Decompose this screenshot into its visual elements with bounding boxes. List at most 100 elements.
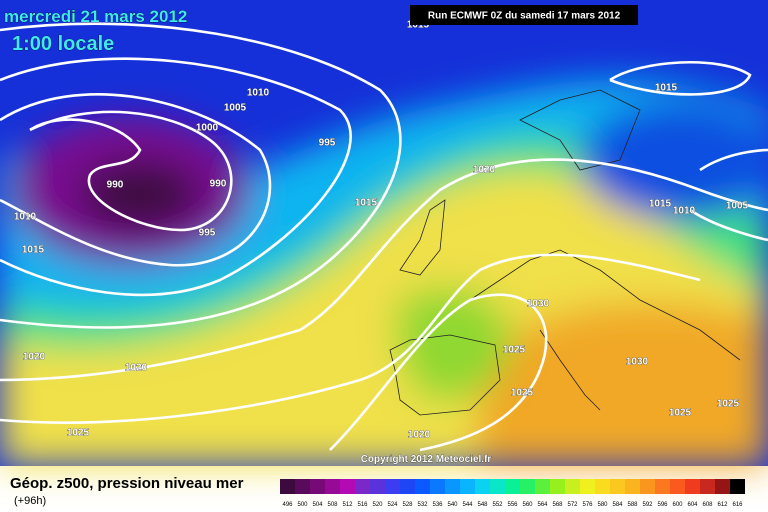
isobar-label: 1030 [626,357,649,368]
isobar-label: 990 [210,179,227,190]
scale-cell [610,479,625,494]
isobar-label: 995 [199,228,216,239]
isobar-label: 1015 [649,199,672,210]
isobar-label: 1015 [407,20,430,31]
scale-label: 588 [627,502,638,508]
isobar-label: 1015 [355,198,378,209]
map-date: mercredi 21 mars 2012 [4,7,187,26]
scale-label: 552 [492,502,503,508]
scale-label: 612 [717,502,728,508]
scale-label: 564 [537,502,548,508]
scale-label: 592 [642,502,653,508]
scale-cell [445,479,460,494]
scale-label: 536 [432,502,443,508]
scale-cell [625,479,640,494]
scale-cell [580,479,595,494]
isobar-label: 1030 [527,299,550,310]
scale-label: 584 [612,502,623,508]
scale-label: 520 [372,502,383,508]
isobar-label: 1025 [669,408,692,419]
scale-label: 568 [552,502,563,508]
scale-cell [430,479,445,494]
scale-cell [700,479,715,494]
scale-cell [535,479,550,494]
legend-title: Géop. z500, pression niveau mer [10,475,244,492]
isobar-label: 990 [107,180,124,191]
isobar-label: 1025 [511,388,534,399]
isobar-label: 1020 [23,352,46,363]
isobar-label: 1020 [473,165,496,176]
coastlines [389,89,741,416]
scale-cell [415,479,430,494]
isobar-label: 1010 [247,88,270,99]
scale-cell [520,479,535,494]
isobar-label: 1015 [655,83,678,94]
scale-cell [655,479,670,494]
scale-label: 544 [462,502,473,508]
scale-label: 600 [672,502,683,508]
scale-cell [685,479,700,494]
scale-cell [385,479,400,494]
scale-label: 516 [357,502,368,508]
scale-label: 540 [447,502,458,508]
isobar-label: 995 [319,138,336,149]
isobar-label: 1005 [224,103,247,114]
isobar-label: 1010 [673,206,696,217]
scale-cell [310,479,325,494]
scale-cell [295,479,310,494]
scale-label: 524 [387,502,398,508]
scale-cell [730,479,745,494]
isobar-label: 1025 [717,399,740,410]
isobars [0,22,768,452]
scale-cell [640,479,655,494]
scale-cell [595,479,610,494]
scale-cell [325,479,340,494]
scale-cell [550,479,565,494]
scale-cell [400,479,415,494]
scale-cell [715,479,730,494]
scale-cell [490,479,505,494]
scale-cell [475,479,490,494]
scale-label: 500 [297,502,308,508]
scale-label: 572 [567,502,578,508]
scale-label: 576 [582,502,593,508]
scale-label: 608 [702,502,713,508]
scale-label: 604 [687,502,698,508]
scale-label: 560 [522,502,533,508]
isobar-label: 1025 [503,345,526,356]
scale-label: 616 [732,502,743,508]
scale-label: 580 [597,502,608,508]
scale-cell [355,479,370,494]
scale-cell [565,479,580,494]
scale-cell [670,479,685,494]
scale-label: 596 [657,502,668,508]
scale-label: 532 [417,502,428,508]
copyright: Copyright 2012 Meteociel.fr [361,454,492,465]
scale-label: 496 [282,502,293,508]
run-box [410,5,638,25]
legend-lead: (+96h) [14,495,46,507]
scale-label: 528 [402,502,413,508]
isobar-label: 1010 [14,212,37,223]
color-scale: 496 500 504 508 512 516 520 524 528 532 536 540 544 5… [280,479,745,508]
isobar-label: 1020 [408,430,431,441]
scale-label: 548 [477,502,488,508]
scale-label: 504 [312,502,323,508]
scale-cell [505,479,520,494]
scale-cell [460,479,475,494]
scale-label: 512 [342,502,353,508]
isobar-label: 1015 [22,245,45,256]
run-info: Run ECMWF 0Z du samedi 17 mars 2012 [428,11,621,22]
scale-label: 508 [327,502,338,508]
isobar-label: 1005 [726,201,749,212]
isobar-label: 1000 [196,123,219,134]
map-time: 1:00 locale [12,33,114,55]
scale-label: 556 [507,502,518,508]
scale-cell [340,479,355,494]
isobar-label: 1025 [67,428,90,439]
footer: Géop. z500, pression niveau mer (+96h) 4… [10,475,745,508]
scale-cell [280,479,295,494]
isobar-label: 1020 [125,363,148,374]
